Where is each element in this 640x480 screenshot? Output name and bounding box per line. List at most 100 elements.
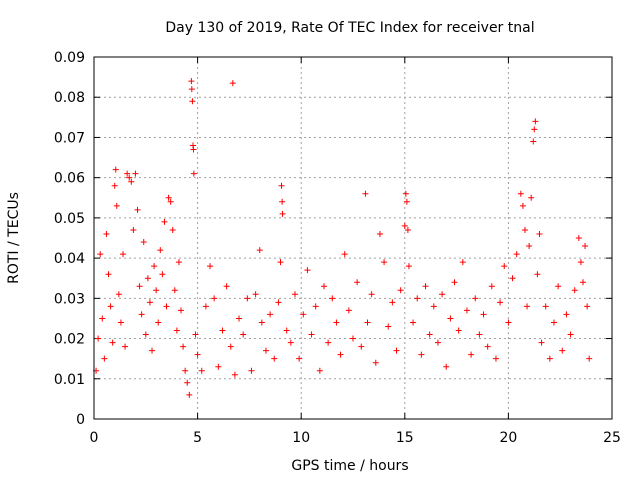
data-point <box>526 243 533 250</box>
data-point <box>362 190 369 197</box>
data-point <box>405 263 412 270</box>
data-point <box>248 367 255 374</box>
data-point <box>178 307 185 314</box>
data-point <box>316 367 323 374</box>
data-point <box>101 355 108 362</box>
data-point <box>372 359 379 366</box>
data-point <box>542 303 549 310</box>
y-axis-label: ROTI / TECUs <box>6 192 22 284</box>
data-point <box>161 218 168 225</box>
data-point <box>555 283 562 290</box>
data-point <box>113 202 120 209</box>
data-point <box>262 347 269 354</box>
data-point <box>497 299 504 306</box>
data-point <box>211 295 218 302</box>
data-point <box>107 303 114 310</box>
data-point <box>333 319 340 326</box>
data-point <box>120 251 127 258</box>
data-point <box>364 319 371 326</box>
data-point <box>410 319 417 326</box>
data-point <box>184 379 191 386</box>
data-point <box>155 319 162 326</box>
data-point <box>111 182 118 189</box>
data-point <box>151 263 158 270</box>
grid <box>94 57 612 419</box>
data-point <box>559 347 566 354</box>
data-point <box>130 226 137 233</box>
y-tick-label: 0 <box>76 412 85 428</box>
data-point <box>115 291 122 298</box>
data-point <box>488 283 495 290</box>
data-point <box>163 303 170 310</box>
data-point <box>215 363 222 370</box>
data-point <box>480 311 487 318</box>
data-point <box>513 251 520 258</box>
data-point <box>430 303 437 310</box>
data-point <box>401 222 408 229</box>
data-point <box>337 351 344 358</box>
data-point <box>126 174 133 181</box>
axis-ticks: 0 0.01 0.02 0.03 0.04 0.05 0.06 0.07 0.08 0.09 0 5 1… <box>54 50 621 446</box>
data-point <box>579 279 586 286</box>
data-point <box>532 118 539 125</box>
data-point <box>505 319 512 326</box>
data-point <box>144 275 151 282</box>
data-point <box>188 78 195 85</box>
x-axis-label: GPS time / hours <box>291 458 408 474</box>
data-point <box>538 339 545 346</box>
data-point <box>476 331 483 338</box>
data-point <box>402 190 409 197</box>
data-point <box>459 259 466 266</box>
data-point <box>358 343 365 350</box>
data-point <box>393 347 400 354</box>
data-point <box>153 287 160 294</box>
data-point <box>138 311 145 318</box>
data-point <box>350 335 356 342</box>
data-point <box>231 371 238 378</box>
data-point <box>563 311 570 318</box>
data-point <box>546 355 553 362</box>
data-point <box>463 307 470 314</box>
data-point <box>403 198 410 205</box>
data-point <box>171 287 178 294</box>
data-point <box>136 283 143 290</box>
data-point <box>341 251 348 258</box>
data-point <box>180 343 187 350</box>
data-point <box>320 283 327 290</box>
data-point <box>304 267 311 274</box>
data-point <box>198 367 205 374</box>
data-point <box>376 230 383 237</box>
data-point <box>189 98 196 105</box>
data-point <box>190 170 197 177</box>
data-point <box>167 198 174 205</box>
data-point <box>291 291 298 298</box>
data-point <box>202 303 209 310</box>
data-point <box>188 86 195 93</box>
data-point <box>534 271 541 278</box>
x-tick-label: 5 <box>193 430 202 446</box>
data-point <box>443 363 450 370</box>
data-point <box>142 331 149 338</box>
data-point <box>509 275 516 282</box>
data-point <box>426 331 433 338</box>
data-point <box>325 339 332 346</box>
data-point <box>501 263 508 270</box>
data-point <box>186 391 193 398</box>
data-point <box>240 331 247 338</box>
data-point <box>279 198 286 205</box>
data-point <box>256 247 263 254</box>
data-point <box>519 202 526 209</box>
data-point <box>149 347 156 354</box>
data-point <box>308 331 315 338</box>
y-tick-label: 0.09 <box>54 50 85 66</box>
data-point <box>182 367 189 374</box>
data-point <box>283 327 290 334</box>
data-point <box>169 226 176 233</box>
y-tick-label: 0.06 <box>54 171 85 187</box>
data-point <box>275 299 282 306</box>
data-point <box>99 315 106 322</box>
data-point <box>455 327 462 334</box>
y-tick-label: 0.08 <box>54 90 85 106</box>
data-point <box>97 251 104 258</box>
